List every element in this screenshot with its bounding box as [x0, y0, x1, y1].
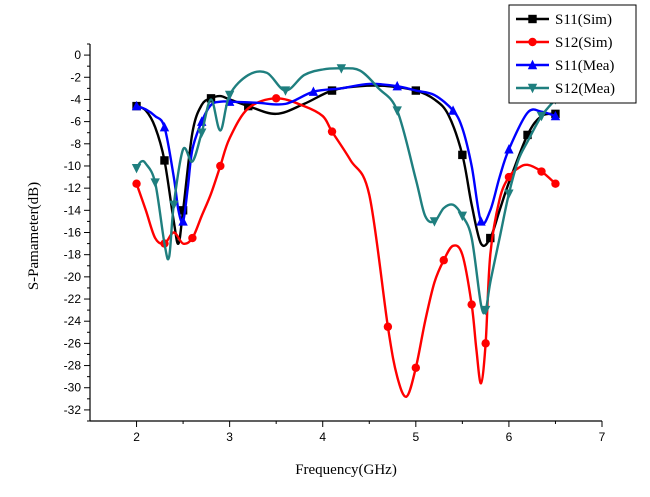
data-point — [271, 94, 281, 103]
data-point — [169, 200, 179, 210]
data-point — [244, 101, 253, 111]
data-point — [131, 100, 142, 111]
data-point — [411, 363, 421, 372]
tick-labels: 2 3 4 5 6 7 0 -2 -4 -6 -8 -10 -12 -14 -16 -18 -20 -22 -24 -… — [64, 48, 606, 444]
legend-label: S11(Mea) — [555, 58, 614, 74]
x-tick-label: 3 — [226, 430, 233, 444]
data-point — [486, 233, 495, 243]
y-tick-label: -12 — [64, 181, 82, 195]
data-point — [159, 121, 170, 132]
series-layer — [131, 64, 561, 398]
legend-swatch-marker — [527, 83, 538, 94]
y-tick-label: -2 — [70, 70, 81, 84]
legend-label: S12(Sim) — [555, 35, 613, 51]
data-point — [132, 179, 141, 188]
legend-item: S12(Sim) — [516, 35, 613, 51]
data-point — [308, 86, 319, 96]
data-point — [448, 105, 458, 115]
series-s11-mea — [131, 80, 561, 226]
y-tick-label: -8 — [70, 137, 81, 151]
data-point — [150, 178, 160, 188]
data-point — [537, 167, 546, 176]
data-point — [550, 110, 561, 121]
data-point — [178, 206, 188, 215]
data-point — [216, 161, 225, 171]
y-tick-label: 0 — [74, 48, 81, 62]
data-point — [476, 216, 486, 226]
legend-label: S12(Mea) — [555, 81, 615, 97]
data-point — [392, 80, 402, 91]
data-point — [327, 86, 337, 95]
x-tick-label: 2 — [133, 430, 140, 444]
data-point — [383, 322, 393, 331]
legend-item: S11(Sim) — [516, 12, 612, 28]
legend-item: S12(Mea) — [516, 81, 615, 97]
series-s12-sim — [132, 94, 560, 398]
y-tick-label: -14 — [64, 203, 82, 217]
data-point — [178, 216, 188, 226]
y-tick-label: -20 — [64, 270, 82, 284]
data-point — [457, 211, 468, 222]
data-point — [439, 256, 448, 265]
y-tick-label: -32 — [64, 403, 82, 417]
data-point — [536, 111, 547, 122]
x-tick-label: 7 — [599, 430, 606, 444]
data-point — [551, 179, 560, 188]
y-tick-label: -22 — [64, 292, 82, 306]
x-tick-label: 5 — [412, 430, 419, 444]
axis-ticks — [84, 43, 603, 427]
x-tick-label: 4 — [319, 430, 326, 444]
x-axis-title: Frequency(GHz) — [295, 462, 397, 478]
legend-label: S11(Sim) — [555, 12, 612, 28]
y-tick-label: -26 — [64, 336, 82, 350]
data-point — [392, 106, 402, 116]
y-axis-title: S-Pamameter(dB) — [26, 182, 42, 290]
data-point — [327, 127, 337, 136]
data-point — [224, 90, 235, 101]
y-tick-label: -28 — [64, 359, 82, 373]
data-point — [197, 128, 207, 138]
data-point — [280, 86, 291, 96]
y-tick-label: -24 — [64, 314, 82, 328]
legend-swatch-marker — [528, 37, 537, 47]
legend-swatch-marker — [527, 59, 538, 70]
y-tick-label: -30 — [64, 381, 82, 395]
data-point — [504, 144, 514, 154]
legend-swatch-marker — [528, 14, 537, 24]
data-point — [504, 172, 514, 182]
y-tick-label: -18 — [64, 248, 82, 262]
data-point — [131, 163, 142, 174]
data-point — [523, 130, 532, 140]
y-tick-label: -16 — [64, 226, 82, 240]
data-point — [504, 189, 514, 199]
data-point — [429, 217, 440, 227]
legend: S11(Sim) S12(Sim) S11(Mea) S12(Mea) — [508, 4, 637, 104]
data-point — [188, 233, 197, 243]
data-point — [481, 339, 490, 348]
y-tick-label: -10 — [64, 159, 82, 173]
y-tick-label: -4 — [70, 92, 81, 106]
data-point — [467, 300, 476, 309]
series-line — [135, 67, 557, 315]
y-tick-label: -6 — [70, 115, 81, 129]
data-point — [480, 305, 491, 316]
data-point — [160, 156, 169, 165]
data-point — [336, 64, 347, 74]
data-point — [458, 150, 467, 160]
legend-item: S11(Mea) — [516, 58, 614, 74]
x-tick-label: 6 — [506, 430, 513, 444]
